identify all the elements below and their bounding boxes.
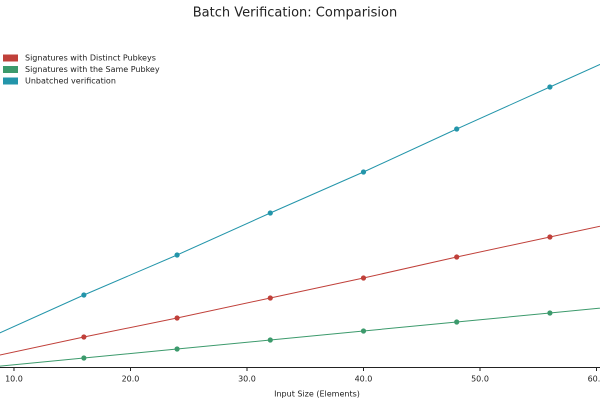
x-tick-label: 60.0 [588, 375, 600, 384]
data-point [267, 337, 273, 343]
legend-swatch [3, 54, 18, 62]
legend-label: Signatures with Distinct Pubkeys [25, 54, 156, 63]
data-point [547, 234, 553, 240]
data-point [454, 126, 460, 132]
legend-swatch [3, 66, 18, 73]
data-point [81, 334, 87, 340]
plot-area [0, 63, 600, 367]
x-tick-label: 10.0 [5, 375, 23, 384]
x-tick-label: 50.0 [471, 375, 489, 384]
x-tick-label: 20.0 [122, 375, 140, 384]
x-axis-label: Input Size (Elements) [274, 390, 360, 399]
series-line [0, 225, 600, 356]
legend-swatch [3, 77, 18, 85]
data-point [267, 210, 273, 216]
x-tick-label: 30.0 [238, 375, 256, 384]
data-point [174, 315, 180, 321]
series-line [0, 307, 600, 367]
legend-label: Signatures with the Same Pubkey [25, 65, 160, 74]
data-point [174, 252, 180, 258]
data-point [547, 310, 553, 316]
x-tick-label: 40.0 [355, 375, 373, 384]
legend-label: Unbatched verification [25, 77, 116, 86]
chart-title: Batch Verification: Comparision [193, 6, 398, 21]
data-point [360, 169, 367, 175]
data-point [174, 346, 180, 352]
series-line [0, 63, 600, 334]
data-point [360, 275, 367, 281]
data-point [547, 84, 553, 90]
data-point [81, 355, 87, 361]
legend: Signatures with Distinct Pubkeys Signatur… [3, 54, 160, 86]
data-point [454, 254, 460, 260]
data-point [454, 319, 460, 325]
data-point [81, 292, 87, 298]
data-point [267, 295, 273, 301]
data-point [360, 328, 367, 334]
